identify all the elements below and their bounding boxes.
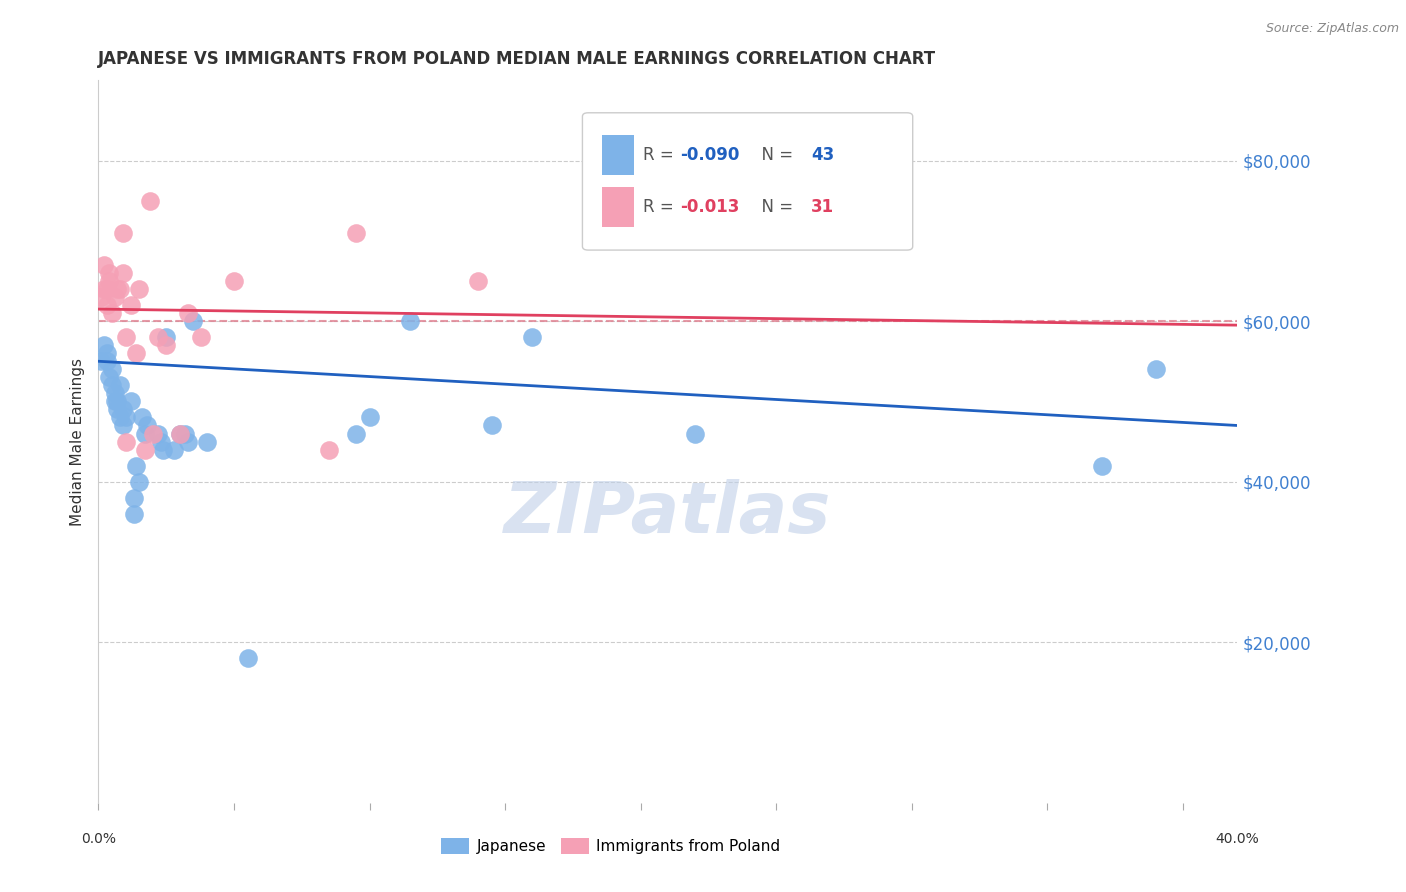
Point: [136, 418, 159, 433]
Point: [134, 442, 156, 457]
Bar: [602, 136, 634, 175]
Point: [174, 426, 197, 441]
Text: -0.013: -0.013: [681, 198, 740, 216]
Text: R =: R =: [643, 198, 679, 216]
Point: [96, 346, 118, 360]
Point: [98, 370, 121, 384]
Point: [120, 298, 142, 312]
Point: [149, 434, 172, 449]
Bar: [602, 187, 634, 227]
Point: [98, 274, 121, 288]
Point: [107, 402, 129, 417]
Point: [107, 394, 129, 409]
Point: [359, 410, 381, 425]
Point: [101, 362, 124, 376]
Point: [190, 330, 212, 344]
Point: [104, 386, 127, 401]
Point: [96, 298, 118, 312]
Point: [101, 306, 124, 320]
Text: JAPANESE VS IMMIGRANTS FROM POLAND MEDIAN MALE EARNINGS CORRELATION CHART: JAPANESE VS IMMIGRANTS FROM POLAND MEDIA…: [98, 50, 936, 68]
Point: [93, 258, 115, 272]
Point: [104, 394, 127, 409]
Text: 31: 31: [811, 198, 835, 216]
Point: [104, 290, 127, 304]
Point: [152, 442, 174, 457]
Point: [163, 442, 186, 457]
Point: [108, 410, 131, 425]
Point: [146, 426, 169, 441]
Point: [177, 306, 200, 320]
Point: [111, 226, 134, 240]
Text: 40.0%: 40.0%: [1215, 831, 1260, 846]
Point: [114, 330, 136, 344]
Point: [120, 394, 142, 409]
Point: [146, 330, 169, 344]
Text: -0.090: -0.090: [681, 146, 740, 164]
Point: [139, 194, 162, 208]
Point: [107, 282, 129, 296]
FancyBboxPatch shape: [582, 112, 912, 250]
Text: 0.0%: 0.0%: [82, 831, 115, 846]
Point: [169, 426, 191, 441]
Point: [98, 266, 121, 280]
Point: [873, 226, 896, 240]
Point: [122, 507, 145, 521]
Point: [236, 651, 259, 665]
Point: [344, 426, 367, 441]
Point: [90, 354, 112, 368]
Point: [399, 314, 422, 328]
Point: [318, 442, 340, 457]
Y-axis label: Median Male Earnings: Median Male Earnings: [69, 358, 84, 525]
Point: [155, 338, 177, 352]
Point: [467, 274, 489, 288]
Text: N =: N =: [751, 198, 799, 216]
Point: [114, 410, 136, 425]
Text: ZIPatlas: ZIPatlas: [505, 479, 831, 549]
Point: [344, 226, 367, 240]
Point: [131, 410, 153, 425]
Point: [195, 434, 218, 449]
Point: [522, 330, 544, 344]
Point: [122, 491, 145, 505]
Point: [125, 458, 148, 473]
Point: [128, 282, 150, 296]
Point: [93, 338, 115, 352]
Point: [93, 282, 115, 296]
Point: [1144, 362, 1167, 376]
Point: [114, 434, 136, 449]
Text: 43: 43: [811, 146, 835, 164]
Point: [222, 274, 245, 288]
Point: [125, 346, 148, 360]
Point: [90, 290, 112, 304]
Point: [683, 426, 706, 441]
Legend: Japanese, Immigrants from Poland: Japanese, Immigrants from Poland: [434, 832, 787, 860]
Point: [101, 378, 124, 392]
Point: [155, 330, 177, 344]
Point: [1091, 458, 1114, 473]
Point: [96, 354, 118, 368]
Point: [111, 402, 134, 417]
Text: N =: N =: [751, 146, 799, 164]
Point: [134, 426, 156, 441]
Point: [177, 434, 200, 449]
Point: [108, 378, 131, 392]
Point: [108, 282, 131, 296]
Point: [111, 266, 134, 280]
Text: R =: R =: [643, 146, 679, 164]
Point: [96, 282, 118, 296]
Text: Source: ZipAtlas.com: Source: ZipAtlas.com: [1265, 22, 1399, 36]
Point: [183, 314, 205, 328]
Point: [481, 418, 503, 433]
Point: [169, 426, 191, 441]
Point: [142, 426, 165, 441]
Point: [128, 475, 150, 489]
Point: [111, 418, 134, 433]
